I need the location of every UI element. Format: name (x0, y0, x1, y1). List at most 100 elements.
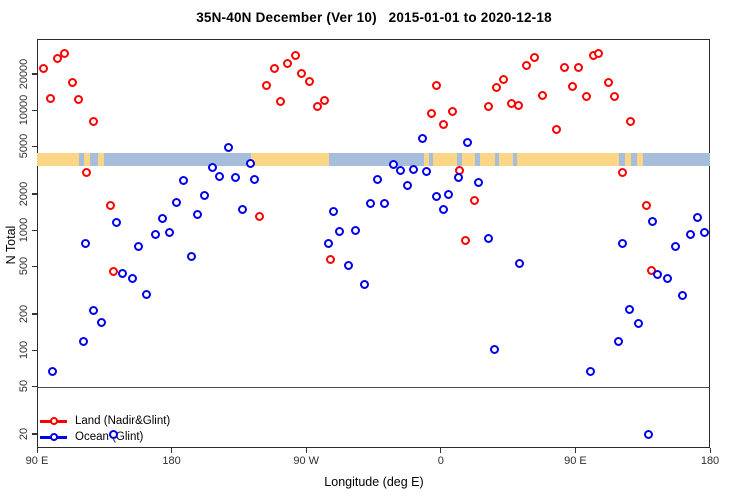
legend-entry-land: Land (Nadir&Glint) (40, 413, 170, 429)
scatter-point-land (325, 255, 335, 265)
x-tick-mark (36, 448, 38, 453)
scatter-point-land (39, 64, 49, 74)
scatter-point-ocean (409, 165, 419, 175)
y-tick-label: 50 (18, 379, 30, 393)
x-axis-title: Longitude (deg E) (324, 475, 424, 489)
scatter-point-ocean (178, 176, 188, 185)
scatter-point-land (498, 74, 508, 84)
scatter-point-ocean (439, 204, 449, 214)
scatter-point-ocean (192, 210, 202, 220)
scatter-point-land (447, 106, 457, 116)
scatter-point-ocean (670, 242, 680, 252)
scatter-point-ocean (208, 162, 218, 172)
scatter-point-ocean (157, 214, 167, 224)
surface-band-segment-land (624, 153, 631, 166)
scatter-point-ocean (134, 241, 144, 251)
scatter-point-ocean (700, 227, 710, 237)
scatter-point-land (304, 76, 314, 86)
scatter-point-ocean (634, 318, 644, 328)
scatter-point-ocean (246, 159, 255, 169)
surface-band-segment-land (637, 153, 644, 166)
y-tick-mark (32, 433, 37, 435)
scatter-point-ocean (334, 226, 344, 236)
surface-band-segment-land (499, 153, 513, 166)
scatter-point-ocean (164, 228, 174, 238)
scatter-point-land (604, 78, 614, 88)
scatter-point-land (470, 195, 480, 205)
scatter-point-ocean (231, 173, 241, 183)
scatter-point-land (537, 90, 547, 100)
surface-band-segment-ocean (494, 153, 500, 166)
scatter-point-land (574, 62, 584, 72)
scatter-point-ocean (422, 167, 432, 177)
scatter-point-ocean (111, 218, 121, 228)
y-tick-mark (32, 193, 37, 195)
threshold-line (37, 386, 710, 389)
ocean-series-marker-icon (40, 433, 67, 441)
scatter-point-land (491, 83, 501, 93)
scatter-point-ocean (127, 274, 137, 284)
scatter-point-ocean (653, 269, 663, 279)
scatter-point-ocean (48, 367, 57, 377)
y-tick-label: 1000 (18, 217, 30, 243)
scatter-point-ocean (81, 239, 91, 249)
scatter-point-ocean (238, 204, 248, 214)
surface-band-segment-ocean (512, 153, 518, 166)
x-tick-mark (440, 448, 442, 453)
legend-entry-ocean: Ocean (Glint) (40, 429, 170, 445)
x-tick-label: 90 E (564, 455, 587, 467)
surface-band-segment-ocean (643, 153, 710, 166)
surface-band-segment-land (461, 153, 476, 166)
surface-band-segment-ocean (78, 153, 85, 166)
scatter-point-land (560, 62, 570, 72)
surface-band-segment-land (250, 153, 329, 166)
scatter-point-ocean (462, 138, 472, 148)
surface-band-segment-ocean (328, 153, 425, 166)
y-tick-label: 20 (18, 427, 30, 440)
ocean-circle-icon (49, 433, 58, 441)
scatter-point-land (514, 100, 524, 110)
plot-area-border (37, 39, 710, 448)
y-tick-mark (32, 73, 37, 75)
scatter-point-land (81, 167, 91, 177)
scatter-point-land (269, 64, 279, 74)
scatter-point-ocean (678, 290, 688, 300)
scatter-point-ocean (141, 290, 151, 300)
land-series-marker-icon (40, 417, 67, 425)
scatter-point-ocean (484, 234, 494, 244)
scatter-point-ocean (379, 199, 389, 209)
scatter-point-ocean (366, 199, 376, 209)
x-tick-label: 90 E (25, 455, 49, 467)
scatter-point-ocean (78, 336, 88, 346)
scatter-point-land (261, 81, 271, 91)
scatter-point-land (312, 102, 322, 112)
surface-band-segment-ocean (90, 153, 98, 166)
scatter-point-ocean (323, 238, 333, 248)
surface-band-segment-ocean (103, 153, 251, 166)
legend-label-land: Land (Nadir&Glint) (75, 415, 171, 427)
scatter-point-land (521, 61, 531, 71)
scatter-point-ocean (200, 191, 210, 200)
scatter-point-land (297, 69, 307, 79)
scatter-point-ocean (663, 274, 673, 284)
surface-band-segment-land (517, 153, 619, 166)
scatter-point-ocean (250, 175, 260, 184)
scatter-point-land (74, 95, 84, 105)
x-tick-mark (574, 448, 577, 453)
scatter-point-land (625, 117, 635, 127)
scatter-point-ocean (359, 279, 369, 289)
scatter-point-land (581, 92, 591, 102)
scatter-point-ocean (432, 191, 442, 201)
scatter-point-ocean (644, 430, 654, 440)
scatter-point-ocean (490, 345, 500, 354)
y-tick-label: 100 (18, 340, 30, 360)
scatter-point-ocean (396, 166, 406, 176)
y-tick-mark (32, 349, 37, 351)
scatter-point-land (88, 117, 98, 127)
surface-band-segment-ocean (630, 153, 638, 166)
chart-title: 35N-40N December (Ver 10) 2015-01-01 to … (196, 10, 552, 25)
scatter-point-ocean (117, 269, 127, 279)
scatter-point-ocean (514, 259, 524, 269)
scatter-point-land (291, 50, 301, 60)
